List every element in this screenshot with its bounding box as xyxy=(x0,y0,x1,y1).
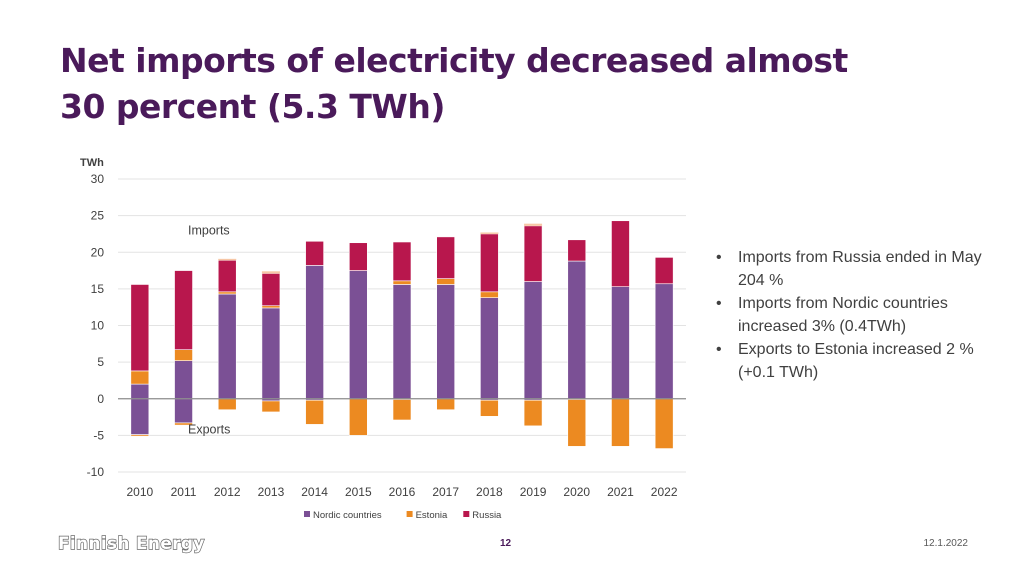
bar-nordic-import xyxy=(392,284,412,400)
bar-nordic-import xyxy=(349,270,368,400)
bar-estonia-export xyxy=(174,422,193,426)
x-tick-label: 2021 xyxy=(607,485,634,499)
bar-russia-import xyxy=(611,220,630,287)
bar-nordic-import xyxy=(480,297,499,400)
title-line-2: 30 percent (5.3 TWh) xyxy=(60,87,445,126)
legend-swatch xyxy=(406,511,413,517)
bar-nordic-import xyxy=(174,360,193,400)
x-tick-label: 2016 xyxy=(389,485,416,499)
bar-nordic-import xyxy=(217,293,237,400)
bar-nordic-import xyxy=(611,286,630,400)
bar-estonia-export xyxy=(611,398,630,447)
x-tick-label: 2012 xyxy=(214,485,241,499)
bar-nordic-import xyxy=(305,265,324,400)
x-tick-label: 2022 xyxy=(651,485,678,499)
y-tick-label: 15 xyxy=(91,282,105,296)
bar-estonia-export xyxy=(217,398,237,411)
bar-estonia-export xyxy=(392,399,412,421)
bar-russia-import xyxy=(567,239,587,262)
x-tick-label: 2019 xyxy=(520,485,547,499)
bar-russia-import xyxy=(480,233,499,293)
bar-estonia-export xyxy=(654,398,674,449)
bar-estonia-import xyxy=(480,291,499,298)
x-tick-label: 2018 xyxy=(476,485,503,499)
bar-russia-import xyxy=(261,273,281,307)
bar-russia-import xyxy=(654,257,674,285)
y-axis-unit: TWh xyxy=(80,157,104,169)
bar-nordic-import xyxy=(130,383,150,400)
bullet-item: Exports to Estonia increased 2 % (+0.1 T… xyxy=(714,338,1004,384)
bar-nordic-export xyxy=(174,398,193,424)
bar-nordic-import xyxy=(261,307,281,400)
bar-estonia-import xyxy=(130,370,150,385)
bar-estonia-import xyxy=(217,291,237,295)
title-line-1: Net imports of electricity decreased alm… xyxy=(60,41,848,80)
bar-nordic-export xyxy=(130,398,150,435)
bar-russia-import xyxy=(130,284,150,372)
bar-light-top xyxy=(261,271,280,274)
bar-russia-import xyxy=(217,260,237,293)
bar-russia-import xyxy=(349,242,368,271)
legend-swatch xyxy=(304,511,310,517)
y-tick-label: 20 xyxy=(91,245,105,259)
y-tick-label: 10 xyxy=(91,319,105,333)
bar-russia-import xyxy=(392,241,412,282)
x-tick-label: 2014 xyxy=(301,485,328,499)
bar-estonia-import xyxy=(261,305,281,309)
bar-light-top xyxy=(218,258,237,261)
bullet-list: Imports from Russia ended in May 204 % I… xyxy=(714,246,1004,384)
finnish-energy-logo: Finnish Energy xyxy=(57,533,205,554)
bar-nordic-import xyxy=(523,281,543,400)
bullet-item: Imports from Nordic countries increased … xyxy=(714,292,1004,338)
x-tick-label: 2020 xyxy=(563,485,590,499)
legend-label: Russia xyxy=(472,510,502,521)
bar-estonia-export xyxy=(305,399,324,425)
bar-estonia-export xyxy=(523,399,543,427)
y-tick-label: 25 xyxy=(91,209,105,223)
y-tick-label: 30 xyxy=(91,172,105,186)
legend-label: Estonia xyxy=(416,510,448,521)
bar-nordic-import xyxy=(436,284,455,400)
slide-date: 12.1.2022 xyxy=(923,538,969,549)
bar-estonia-export xyxy=(349,398,368,436)
legend-label: Nordic countries xyxy=(313,510,382,521)
annotation-imports: Imports xyxy=(188,223,230,237)
bar-russia-import xyxy=(174,270,193,350)
bar-russia-import xyxy=(436,236,455,279)
legend: Nordic countries Estonia Russia xyxy=(304,510,502,521)
annotation-exports: Exports xyxy=(188,423,230,437)
y-tick-label: 5 xyxy=(97,355,104,369)
x-tick-label: 2010 xyxy=(126,485,153,499)
bar-estonia-export xyxy=(567,399,587,447)
x-tick-label: 2015 xyxy=(345,485,372,499)
bar-russia-import xyxy=(523,225,543,282)
bar-estonia-import xyxy=(174,349,193,361)
bar-estonia-import xyxy=(436,278,455,285)
bar-estonia-export xyxy=(480,399,499,417)
bar-estonia-export xyxy=(261,400,281,413)
bar-estonia-import xyxy=(392,280,412,285)
x-tick-label: 2017 xyxy=(432,485,459,499)
bar-nordic-import xyxy=(567,260,587,400)
bar-light-top xyxy=(524,223,543,226)
y-tick-label: -10 xyxy=(87,465,105,479)
legend-swatch xyxy=(463,511,470,517)
page-number: 12 xyxy=(500,538,512,549)
slide-title: Net imports of electricity decreased alm… xyxy=(60,38,860,130)
bar-estonia-export xyxy=(130,434,150,437)
bar-russia-import xyxy=(305,240,324,266)
y-tick-label: -5 xyxy=(93,428,104,442)
bar-estonia-export xyxy=(436,398,455,411)
y-tick-label: 0 xyxy=(97,392,104,406)
x-tick-label: 2011 xyxy=(171,485,197,499)
bar-light-top xyxy=(480,232,499,234)
bar-nordic-import xyxy=(654,283,674,400)
x-tick-label: 2013 xyxy=(258,485,285,499)
bars xyxy=(130,220,674,449)
bullet-item: Imports from Russia ended in May 204 % xyxy=(714,246,1004,292)
